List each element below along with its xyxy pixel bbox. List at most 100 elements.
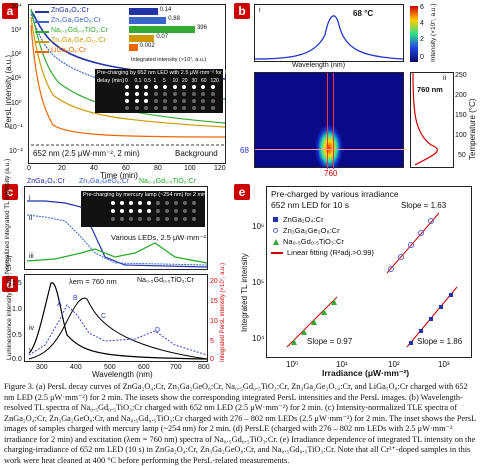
persl-dot [201,85,205,89]
panel-d-compound: Na₀.₅Gd₀.₅TiO₃:Cr [137,277,194,284]
inset-col-label: 0 [125,78,128,84]
panel-b-heatmap [254,72,405,169]
persl-dot [144,85,148,89]
inset-col-label: 30 [191,78,198,84]
panel-a-xtick: 40 [90,165,98,172]
panel-e-xlabel: Irradiance (μW·mm⁻²) [322,368,410,378]
bar-value-label: 396 [196,25,207,31]
persl-dot [125,85,129,89]
panel-d-em-label: λem = 760 nm [69,277,117,286]
panel-d-mark-v: v [29,347,33,354]
persl-dot [129,209,133,213]
panel-a-bar-inset: 0.14 0.88 396 0.07 0.002 Integrated intensit… [129,7,223,65]
legend-entry: ZnGa₂O₄:Cr [283,215,324,224]
persl-dot [172,85,177,89]
persl-dot [111,217,115,221]
persl-dot [174,201,178,205]
panel-e-ytick: 10⁶ [252,222,265,231]
panel-d-mark-c: C [101,313,107,320]
panel-d-xtick: 700 [170,364,182,371]
persl-dot [120,217,124,221]
panel-e-xtick: 10² [388,360,400,369]
persl-dot [120,201,124,205]
persl-dot [147,201,151,205]
persl-dot [174,217,178,221]
persl-dot [210,99,215,103]
panel-d-mark-d: D [155,327,161,334]
persl-dot [153,92,158,96]
persl-dot [191,106,196,110]
panel-b-sub-i: i [259,7,261,14]
panel-b-side-profile: ii 760 nm [410,72,454,168]
panel-d-left-tick: 0.5 [12,332,22,339]
legend-entry: LiGa₅O₈:Cr [51,47,87,54]
panel-b-xlabel: Wavelength (nm) [292,62,346,69]
panel-d-mark-iv: iv [29,325,35,332]
persl-dot [210,85,215,89]
persl-dot [210,92,215,96]
panel-a-xtick: 120 [214,165,226,172]
temp-tick: 150 [455,112,467,119]
inset-col-label: 120 [210,78,219,84]
inset-title: Pre-charging by mercury lamp (~254 nm) f… [83,192,207,198]
panel-a-decay-curves [30,8,225,146]
inset-col-label: 0.1 [134,78,142,84]
legend-entry: Linear fitting (R²adj.>0.99) [287,248,374,257]
persl-dot [125,92,129,96]
panel-d-left-tick: 1.5 [12,280,22,287]
inset-col-label: 0.5 [144,78,151,84]
panel-a-ytick: 10⁻¹ [9,124,23,131]
panel-d-ylabel-right: Integrated PersL intensity (×10⁷, a.u.) [220,262,226,362]
persl-dot [156,201,160,205]
legend-entry: Na₀.₅Gd₀.₅TiO₃:Cr [139,178,196,185]
inset-delay: delay (min) [97,78,125,84]
panel-e-ytick: 10⁴ [252,334,265,343]
panel-e-plot: Pre-charged by various irradiance 652 nm… [266,186,472,358]
legend-entry: Zn₃Ga₂Ge₂O₈:Cr [283,226,340,235]
panel-b: b i 68 °C Wavelength (nm) 68 760 6 4 2 0… [232,0,478,178]
persl-dot [191,99,196,103]
panel-d-xlabel: Wavelength (nm) [92,370,153,379]
panel-d-curves [28,282,207,360]
panel-cd: c Normalized integrated TL intensity (a.… [0,159,232,379]
panel-a-xtick: 20 [58,165,66,172]
panel-e-scatter [286,212,458,348]
temp-tick: 250 [455,72,467,79]
profile-curve [412,73,438,166]
persl-dot [183,201,187,205]
legend-entry: Zn₃Ga₂GeO₈:Cr [79,178,130,185]
persl-dot [191,85,196,89]
panel-c-mark-ii: ii [29,215,33,222]
persl-dot [201,92,205,96]
colorbar-tick: 6 [420,4,424,11]
panel-e-ytick: 10⁵ [252,278,265,287]
persl-dot [144,92,148,96]
panel-b-temp: 68 °C [353,9,374,18]
panel-b-colorbar [410,6,418,62]
integrated-intensity-bar [129,26,195,33]
persl-dot [183,217,187,221]
colorbar-tick: 2 [420,36,424,43]
panel-b-side-label: 760 nm [417,85,443,94]
legend-entry: ZnGa₂O₄:Cr [27,178,65,185]
panel-a-ytick: 10⁰ [11,100,22,107]
inset-col-label: 5 [163,78,166,84]
inset-title: Pre-charging by 652 nm LED with 2.5 μW·m… [97,70,237,76]
persl-dot [156,209,160,213]
persl-dot [165,209,169,213]
panel-e-xtick: 10¹ [336,360,348,369]
colorbar-tick: 4 [420,20,424,27]
persl-dot [129,201,133,205]
panel-a-background-label: Background [175,149,218,158]
persl-dot [134,85,139,89]
legend-swatch [35,21,49,23]
persl-dot [192,209,196,213]
legend-entry: Na₀.₅Gd₀.₅TiO₃:Cr [283,237,344,246]
panel-d-right-tick: 20 [210,278,218,285]
persl-dot [147,209,151,213]
legend-swatch [35,41,49,43]
persl-dot [210,106,215,110]
legend-line-icon [271,252,283,254]
panel-a-xtick: 100 [184,165,196,172]
persl-dot [192,217,196,221]
